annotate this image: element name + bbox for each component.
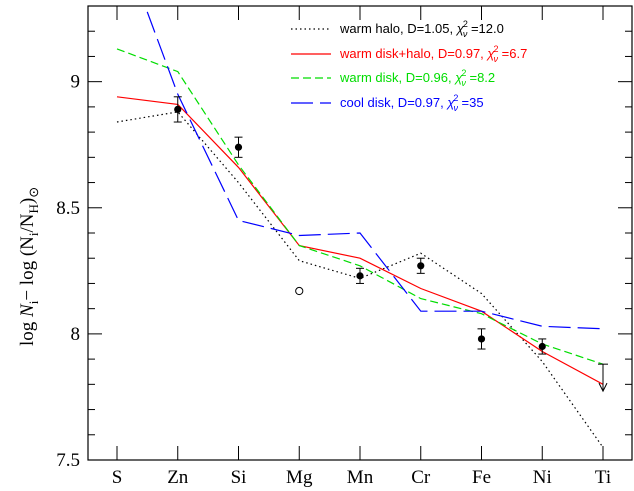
x-tick-label: Fe bbox=[472, 467, 491, 488]
open-point bbox=[295, 286, 304, 296]
upper-limit-arrow bbox=[598, 382, 608, 393]
legend-label-3: cool disk, D=0.97, χ2 ν =35 bbox=[340, 93, 484, 113]
x-tick-label: Zn bbox=[167, 467, 189, 488]
x-tick-label: Cr bbox=[411, 467, 431, 488]
data-point bbox=[174, 105, 182, 114]
legend-label-1: warm disk+halo, D=0.97, χ2 ν =6.7 bbox=[339, 44, 527, 64]
legend: warm halo, D=1.05, χ2 ν =12.0 warm disk+ha… bbox=[291, 19, 527, 113]
y-tick-label: 7.5 bbox=[56, 450, 80, 471]
series-line-2 bbox=[116, 48, 604, 365]
y-tick-label: 9 bbox=[71, 72, 81, 93]
data-point bbox=[234, 143, 243, 151]
data-points bbox=[173, 96, 608, 393]
data-point bbox=[538, 342, 546, 351]
data-point bbox=[417, 262, 425, 270]
y-axis-label: log Ni− log (Ni/NH)⊙ bbox=[17, 187, 41, 346]
legend-label-2: warm disk, D=0.96, χ2 ν =8.2 bbox=[339, 68, 495, 88]
model-series bbox=[116, 6, 604, 448]
legend-label-0: warm halo, D=1.05, χ2 ν =12.0 bbox=[339, 19, 504, 39]
y-tick-label: 8.5 bbox=[56, 198, 80, 219]
x-tick-label: Mn bbox=[347, 467, 374, 488]
data-point bbox=[477, 335, 486, 343]
y-tick-label: 8 bbox=[71, 324, 81, 345]
series-line-3 bbox=[144, 6, 604, 330]
x-tick-label: Mg bbox=[286, 467, 313, 488]
x-tick-label: Si bbox=[231, 467, 247, 488]
axis-ticks: 7.5 8 8.5 9 S Zn Si Mg Mn Cr Fe Ni Ti bbox=[56, 5, 632, 488]
x-tick-label: Ni bbox=[533, 467, 552, 488]
axis-labels: log Ni− log (Ni/NH)⊙ bbox=[17, 187, 41, 346]
data-point bbox=[356, 272, 364, 280]
x-tick-label: S bbox=[112, 467, 123, 488]
series-line-1 bbox=[116, 96, 604, 385]
x-tick-label: Ti bbox=[595, 467, 611, 488]
